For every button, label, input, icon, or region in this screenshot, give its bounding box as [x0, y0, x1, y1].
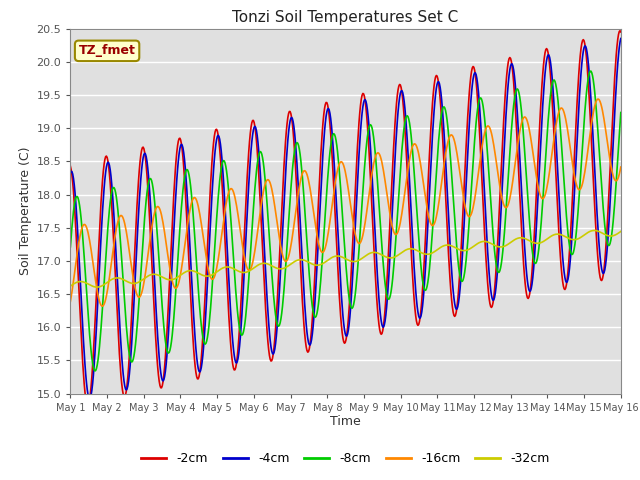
- -16cm: [429, 222, 437, 228]
- -2cm: [134, 190, 141, 195]
- -4cm: [617, 36, 625, 41]
- -32cm: [429, 250, 437, 255]
- -2cm: [617, 29, 625, 35]
- Line: -32cm: -32cm: [70, 230, 621, 287]
- -4cm: [190, 313, 198, 319]
- -16cm: [134, 293, 141, 299]
- -8cm: [67, 244, 74, 250]
- -2cm: [67, 163, 74, 169]
- -4cm: [86, 396, 93, 402]
- -16cm: [413, 145, 421, 151]
- -2cm: [616, 28, 624, 34]
- -32cm: [190, 268, 198, 274]
- -32cm: [617, 228, 625, 234]
- -32cm: [413, 248, 421, 253]
- -8cm: [587, 68, 595, 74]
- -32cm: [134, 280, 141, 286]
- -32cm: [93, 284, 101, 290]
- -4cm: [429, 120, 437, 126]
- -16cm: [77, 231, 84, 237]
- -2cm: [84, 403, 92, 408]
- -4cm: [134, 225, 141, 230]
- -8cm: [190, 218, 198, 224]
- -4cm: [77, 279, 84, 285]
- Legend: -2cm, -4cm, -8cm, -16cm, -32cm: -2cm, -4cm, -8cm, -16cm, -32cm: [136, 447, 555, 470]
- -8cm: [617, 109, 625, 115]
- -16cm: [67, 299, 74, 304]
- -2cm: [429, 91, 437, 96]
- -16cm: [190, 195, 198, 201]
- -8cm: [429, 216, 437, 222]
- Line: -4cm: -4cm: [70, 38, 621, 399]
- -8cm: [413, 215, 421, 220]
- -4cm: [219, 166, 227, 172]
- Line: -8cm: -8cm: [70, 71, 621, 371]
- -16cm: [617, 164, 625, 170]
- Line: -16cm: -16cm: [70, 99, 621, 306]
- -8cm: [134, 316, 141, 322]
- -2cm: [413, 321, 421, 327]
- -32cm: [590, 228, 598, 233]
- -32cm: [77, 279, 84, 285]
- -32cm: [67, 283, 74, 289]
- Y-axis label: Soil Temperature (C): Soil Temperature (C): [19, 147, 33, 276]
- -16cm: [594, 96, 602, 102]
- -4cm: [67, 170, 74, 176]
- Title: Tonzi Soil Temperatures Set C: Tonzi Soil Temperatures Set C: [232, 10, 459, 25]
- -4cm: [413, 304, 421, 310]
- -8cm: [91, 368, 99, 374]
- Line: -2cm: -2cm: [70, 31, 621, 406]
- -8cm: [219, 159, 227, 165]
- -32cm: [219, 265, 227, 271]
- -16cm: [99, 303, 106, 309]
- -2cm: [190, 346, 198, 352]
- X-axis label: Time: Time: [330, 415, 361, 429]
- Text: TZ_fmet: TZ_fmet: [79, 44, 136, 57]
- -2cm: [219, 193, 227, 199]
- -16cm: [219, 224, 227, 229]
- -2cm: [77, 317, 84, 323]
- -8cm: [77, 208, 84, 214]
